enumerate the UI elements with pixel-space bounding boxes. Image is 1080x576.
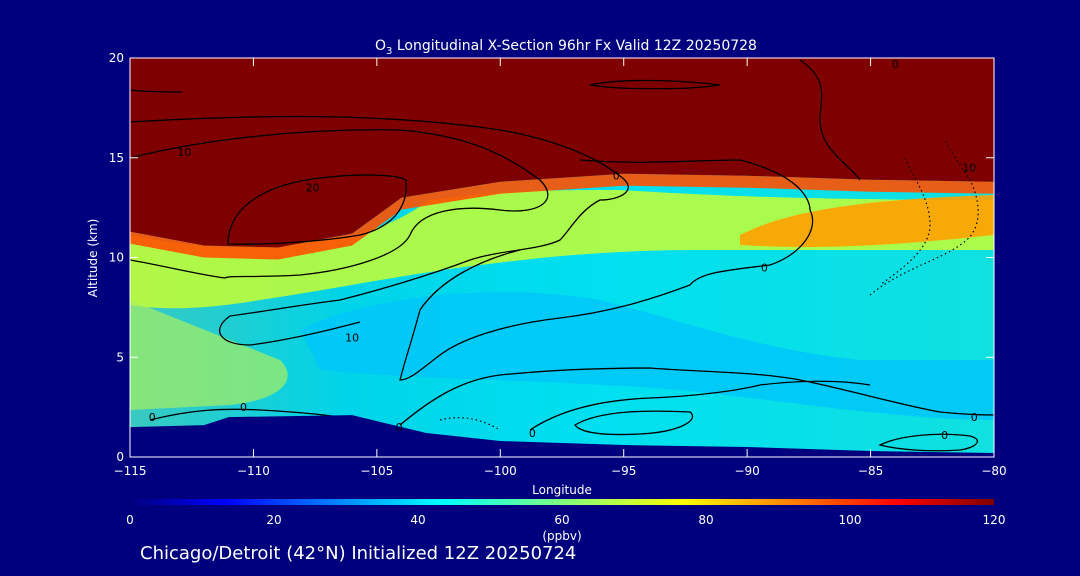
y-tick-label: 20: [109, 51, 124, 65]
contour-0-low-mid: [529, 380, 871, 431]
contour-label: 0: [240, 401, 247, 414]
colorbar-ticks: 0 20 40 60 80 100 120: [126, 513, 1005, 527]
x-tick-label: −110: [237, 464, 270, 478]
plot-area: 10 20 10 0 0 10 0 0 0 0 0 0 0: [130, 58, 994, 457]
dotted-contour-east: [869, 139, 979, 296]
y-tick-label: 15: [109, 151, 124, 165]
contour-label: 0: [396, 421, 403, 434]
x-axis-label: Longitude: [532, 483, 592, 497]
colorbar-tick-label: 80: [698, 513, 713, 527]
footer-caption: Chicago/Detroit (42°N) Initialized 12Z 2…: [140, 543, 577, 564]
contour-10-lower: [130, 115, 629, 346]
colorbar-tick-label: 120: [983, 513, 1006, 527]
x-axis: −115 −110 −105 −100 −95 −90 −85 −80: [114, 58, 1007, 478]
contour-20-closed: [227, 174, 407, 245]
stratosphere-region: [130, 58, 994, 248]
x-tick-label: −105: [360, 464, 393, 478]
colorbar-tick-label: 0: [126, 513, 134, 527]
contour-label: 10: [345, 331, 359, 344]
x-tick-label: −115: [114, 464, 147, 478]
contour-label: 10: [177, 146, 191, 159]
contour-closed-top: [589, 79, 721, 90]
colorbar-tick-label: 100: [839, 513, 862, 527]
enhanced-ozone-band: [130, 190, 994, 309]
dotted-contour-east-2: [879, 157, 931, 286]
contour-label: 0: [941, 429, 948, 442]
x-tick-label: −95: [611, 464, 636, 478]
negative-contours: [439, 139, 979, 431]
colorbar: [130, 499, 994, 505]
x-tick-label: −100: [484, 464, 517, 478]
contour-closed-low: [574, 410, 693, 436]
colorbar-unit-label: (ppbv): [542, 529, 581, 543]
contour-label: 0: [529, 427, 536, 440]
contour-0-low-east: [399, 367, 994, 426]
y-axis-label: Altitude (km): [86, 219, 100, 298]
y-tick-label: 5: [116, 350, 124, 364]
y-tick-label: 0: [116, 450, 124, 464]
colorbar-tick-label: 20: [266, 513, 281, 527]
x-tick-label: −90: [734, 464, 759, 478]
contour-label: 0: [761, 261, 768, 274]
y-tick-label: 10: [109, 251, 124, 265]
contour-closed-surface-east: [878, 433, 979, 452]
low-ozone-core: [300, 291, 994, 420]
contour-0-mid: [399, 159, 814, 381]
colorbar-tick-label: 60: [554, 513, 569, 527]
contour-10-upper: [130, 129, 549, 279]
x-tick-label: −85: [858, 464, 883, 478]
lower-left-ozone: [130, 300, 288, 410]
contour-label: 0: [149, 411, 156, 424]
orange-ozone-patch: [740, 195, 994, 247]
x-tick-label: −80: [981, 464, 1006, 478]
tropopause-fringe: [130, 173, 994, 260]
contour-label: 0: [613, 170, 620, 183]
contour-label: 0: [892, 58, 899, 71]
contour-lines: [130, 59, 994, 452]
colorbar-tick-label: 40: [410, 513, 425, 527]
contour-label: 20: [306, 182, 320, 195]
terrain: [130, 415, 994, 457]
contour-label: 0: [971, 411, 978, 424]
dotted-contour-surface: [439, 417, 501, 431]
chart-title: O3 Longitudinal X-Section 96hr Fx Valid …: [375, 38, 757, 57]
contour-label: 10: [962, 162, 976, 175]
contour-0-top: [799, 59, 861, 181]
contour-labels: 10 20 10 0 0 10 0 0 0 0 0 0 0: [149, 58, 978, 442]
y-axis: 0 5 10 15 20: [109, 51, 994, 464]
contour-short-top: [130, 89, 183, 93]
